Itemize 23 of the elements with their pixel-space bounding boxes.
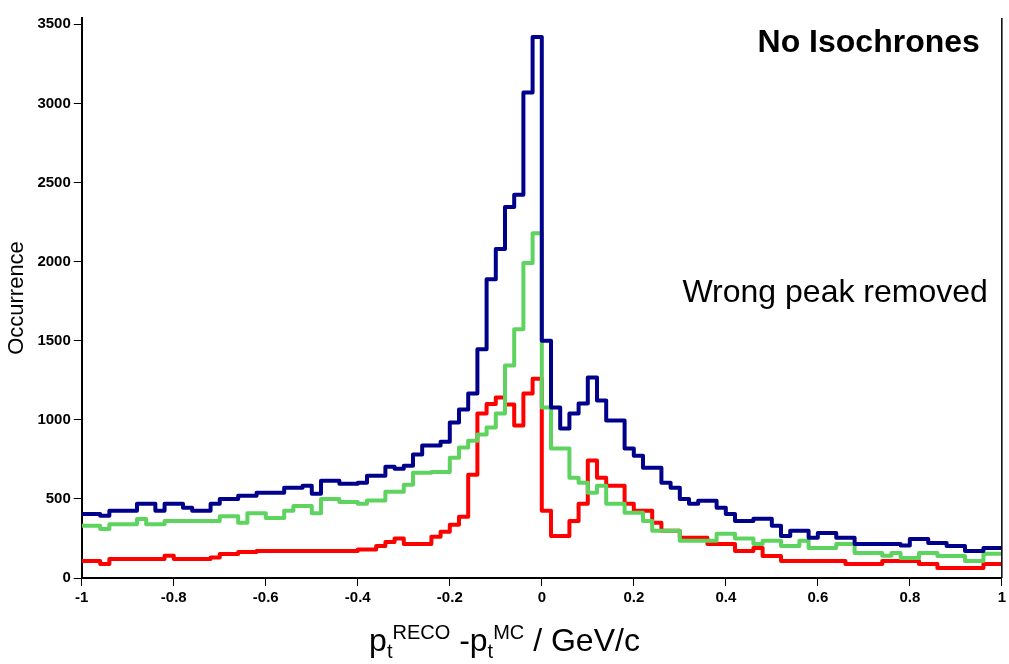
y-tick-label: 3500 [37, 14, 71, 32]
x-tick-label: 1 [997, 588, 1006, 606]
y-tick-label: 1500 [37, 330, 71, 348]
y-tick-label: 0 [62, 568, 71, 586]
y-tick-label: 2500 [37, 172, 71, 190]
annotation: Wrong peak removed [682, 272, 988, 309]
x-tick-label: 0 [537, 588, 546, 606]
y-tick-label: 3000 [37, 93, 71, 111]
x-tick-label: 0.4 [715, 588, 737, 606]
y-axis-title: Occurrence [3, 241, 29, 355]
y-tick-label: 1000 [37, 409, 71, 427]
annotation: No Isochrones [757, 22, 980, 59]
x-axis-title: p$_{t}$$^{RECO}$ -p$_{t}$$^{MC}$ / GeV/c [368, 620, 641, 664]
x-tick-label: -0.8 [160, 588, 187, 606]
y-tick-label: 500 [45, 489, 71, 507]
x-tick-label: -0.4 [344, 588, 372, 606]
y-tick-label: 2000 [37, 251, 71, 269]
x-tick-label: -0.6 [252, 588, 279, 606]
x-tick-label: -1 [75, 588, 89, 606]
x-tick-label: 0.6 [807, 588, 829, 606]
x-tick-label: 0.2 [623, 588, 645, 606]
x-tick-label: -0.2 [436, 588, 463, 606]
x-tick-label: 0.8 [899, 588, 921, 606]
